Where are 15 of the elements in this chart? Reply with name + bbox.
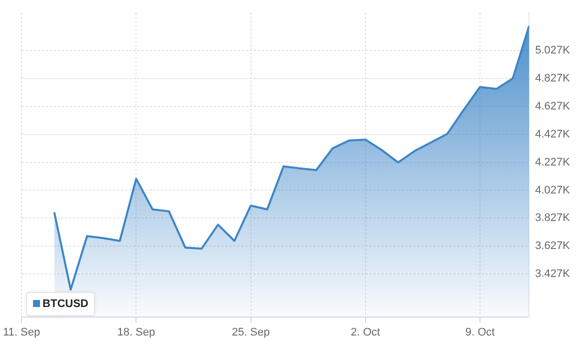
y-tick-label: 3.427K bbox=[535, 268, 571, 280]
y-tick-label: 4.027K bbox=[535, 184, 571, 196]
y-tick-label: 4.427K bbox=[535, 128, 571, 140]
x-tick-label: 2. Oct bbox=[350, 326, 380, 338]
y-tick-label: 3.627K bbox=[535, 240, 571, 252]
x-tick-label: 11. Sep bbox=[2, 326, 40, 338]
y-tick-label: 4.827K bbox=[535, 72, 571, 85]
y-tick-label: 4.627K bbox=[535, 100, 571, 113]
x-tick-label: 9. Oct bbox=[465, 326, 495, 338]
y-tick-label: 4.227K bbox=[535, 156, 571, 168]
y-tick-label: 5.027K bbox=[535, 44, 571, 57]
x-tick-label: 25. Sep bbox=[232, 326, 270, 338]
y-tick-label: 3.827K bbox=[535, 212, 571, 224]
x-tick-label: 18. Sep bbox=[117, 326, 156, 338]
legend-label: BTCUSD bbox=[42, 298, 88, 310]
